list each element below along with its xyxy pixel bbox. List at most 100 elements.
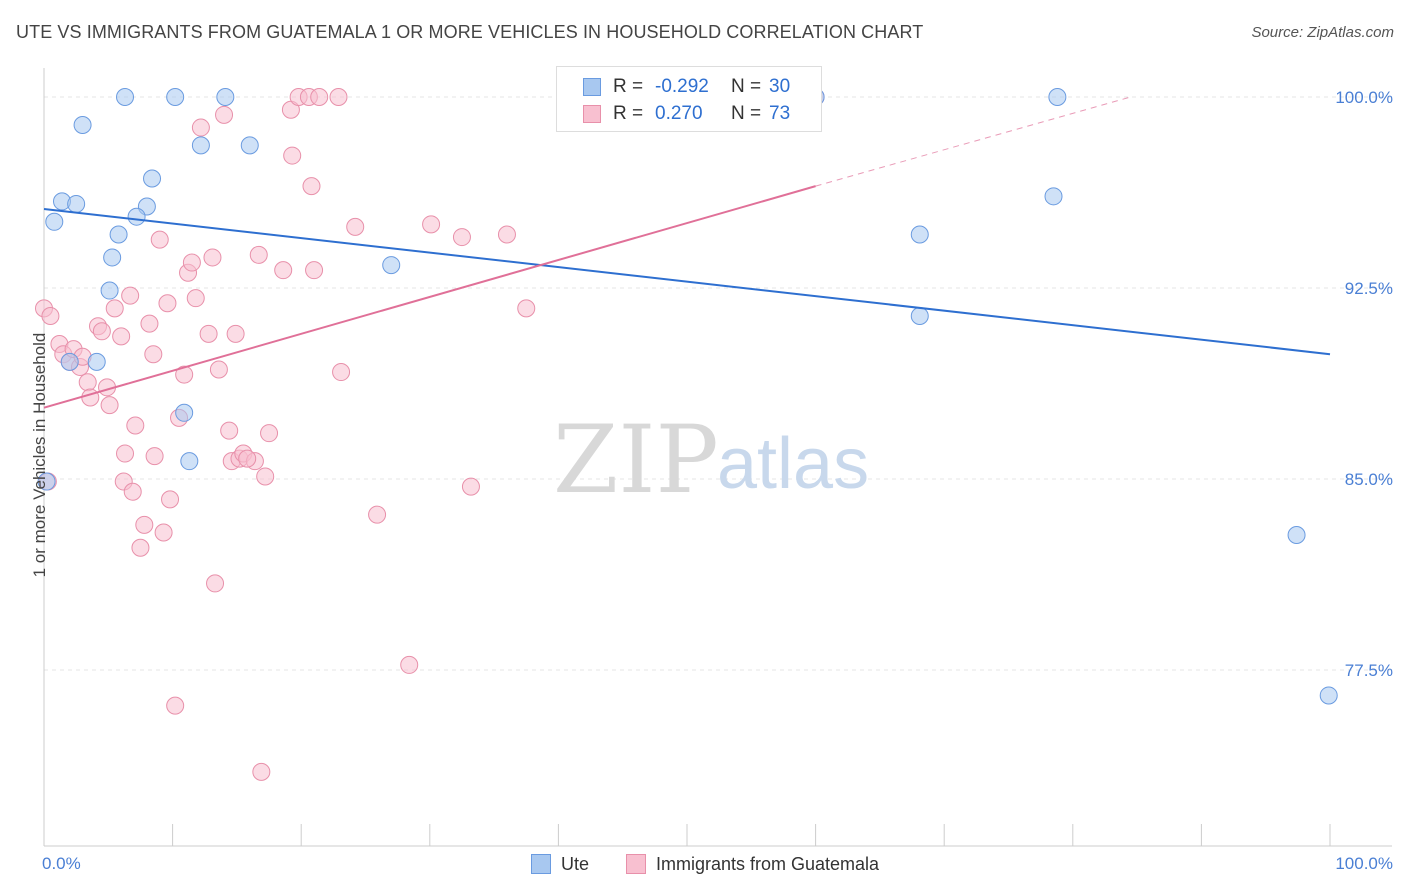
guatemala-point bbox=[135, 515, 154, 534]
guatemala-point bbox=[226, 324, 245, 343]
ute-point bbox=[910, 307, 929, 326]
guatemala-point bbox=[422, 215, 441, 234]
ute-point bbox=[143, 169, 162, 188]
guatemala-point bbox=[220, 421, 239, 440]
ute-trend-line bbox=[43, 208, 1331, 356]
guatemala-point bbox=[199, 324, 218, 343]
ute-point bbox=[910, 225, 929, 244]
ute-point bbox=[60, 352, 79, 371]
legend-n-label: N = bbox=[731, 103, 762, 124]
axes bbox=[43, 68, 1392, 847]
ute-point bbox=[87, 352, 106, 371]
tick-labels: 77.5% 85.0% 92.5% 100.0% 0.0% 100.0% bbox=[42, 88, 1393, 873]
ute-point bbox=[1287, 526, 1306, 545]
bottom-legend-swatch-ute bbox=[531, 854, 551, 874]
guatemala-point bbox=[81, 388, 100, 407]
y-tick-label: 92.5% bbox=[1345, 279, 1393, 298]
y-axis-label: 1 or more Vehicles in Household bbox=[30, 332, 49, 578]
guatemala-trend-line bbox=[43, 185, 816, 409]
guatemala-point bbox=[452, 228, 471, 247]
guatemala-point bbox=[238, 449, 257, 468]
guatemala-point bbox=[203, 248, 222, 267]
bottom-legend-swatch-guatemala bbox=[626, 854, 646, 874]
bottom-legend-label-ute: Ute bbox=[561, 853, 590, 874]
legend-r-label: R = bbox=[613, 103, 644, 124]
ute-point bbox=[37, 472, 56, 491]
guatemala-point bbox=[131, 538, 150, 557]
guatemala-point bbox=[256, 467, 275, 486]
guatemala-point bbox=[260, 424, 279, 443]
x-tick-label: 0.0% bbox=[42, 854, 81, 873]
guatemala-point bbox=[100, 396, 119, 415]
guatemala-point bbox=[252, 762, 271, 781]
bottom-legend-label-guatemala: Immigrants from Guatemala bbox=[656, 853, 880, 874]
legend-r-value: 0.270 bbox=[655, 103, 703, 124]
legend-row-ute: R = -0.292 N = 30 bbox=[583, 76, 790, 98]
ute-point bbox=[382, 256, 401, 275]
trend-lines bbox=[43, 96, 1331, 409]
ute-point bbox=[103, 248, 122, 267]
data-points bbox=[35, 88, 1338, 781]
ute-point bbox=[73, 116, 92, 135]
guatemala-point bbox=[310, 88, 329, 106]
guatemala-point bbox=[497, 225, 516, 244]
guatemala-point bbox=[182, 253, 201, 272]
ute-point bbox=[45, 212, 64, 231]
legend-n-value: 73 bbox=[769, 103, 791, 124]
guatemala-point bbox=[144, 345, 163, 364]
guatemala-point bbox=[274, 261, 293, 280]
guatemala-point bbox=[150, 230, 169, 249]
correlation-legend: R = -0.292 N = 30 R = 0.270 N = 73 bbox=[556, 66, 822, 132]
ute-point bbox=[180, 452, 199, 471]
guatemala-point bbox=[283, 146, 302, 165]
watermark-atlas: atlas bbox=[717, 424, 869, 504]
legend-n-value: 30 bbox=[769, 76, 791, 97]
guatemala-point bbox=[161, 490, 180, 509]
chart-title: UTE VS IMMIGRANTS FROM GUATEMALA 1 OR MO… bbox=[16, 22, 924, 42]
ute-point bbox=[67, 194, 86, 213]
guatemala-point bbox=[305, 261, 324, 280]
guatemala-point bbox=[121, 286, 140, 305]
guatemala-point bbox=[368, 505, 387, 524]
y-tick-label: 100.0% bbox=[1335, 88, 1393, 107]
legend-swatch-guatemala bbox=[583, 105, 601, 123]
ute-point bbox=[216, 88, 235, 106]
guatemala-point bbox=[105, 299, 124, 318]
guatemala-trend-extension bbox=[815, 96, 1131, 187]
chart-source: Source: ZipAtlas.com bbox=[1251, 24, 1394, 41]
legend-row-guatemala: R = 0.270 N = 73 bbox=[583, 103, 790, 125]
legend-r-value: -0.292 bbox=[655, 76, 709, 97]
gridlines bbox=[44, 96, 1392, 671]
ute-point bbox=[127, 207, 146, 226]
guatemala-point bbox=[116, 444, 135, 463]
guatemala-point bbox=[209, 360, 228, 379]
bottom-legend-ute: Ute bbox=[531, 852, 589, 876]
guatemala-point bbox=[158, 294, 177, 313]
guatemala-point bbox=[186, 289, 205, 308]
guatemala-point bbox=[302, 177, 321, 196]
legend-n-label: N = bbox=[731, 76, 762, 97]
ute-point bbox=[100, 281, 119, 300]
legend-r-label: R = bbox=[613, 76, 644, 97]
ute-point bbox=[166, 88, 185, 106]
ute-point bbox=[191, 136, 210, 155]
guatemala-point bbox=[400, 655, 419, 674]
x-tick-label: 100.0% bbox=[1335, 854, 1393, 873]
guatemala-point bbox=[123, 482, 142, 501]
guatemala-point bbox=[154, 523, 173, 542]
ute-point bbox=[1319, 686, 1338, 705]
guatemala-point bbox=[145, 447, 164, 466]
guatemala-point bbox=[206, 574, 225, 593]
guatemala-point bbox=[112, 327, 131, 346]
guatemala-point bbox=[166, 696, 185, 715]
y-tick-label: 85.0% bbox=[1345, 470, 1393, 489]
ute-point bbox=[109, 225, 128, 244]
y-tick-label: 77.5% bbox=[1345, 661, 1393, 680]
ute-point bbox=[175, 403, 194, 422]
guatemala-point bbox=[215, 105, 234, 124]
ute-point bbox=[116, 88, 135, 106]
watermark-zip: ZIP bbox=[553, 406, 719, 515]
guatemala-point bbox=[517, 299, 536, 318]
ute-point bbox=[1048, 88, 1067, 106]
